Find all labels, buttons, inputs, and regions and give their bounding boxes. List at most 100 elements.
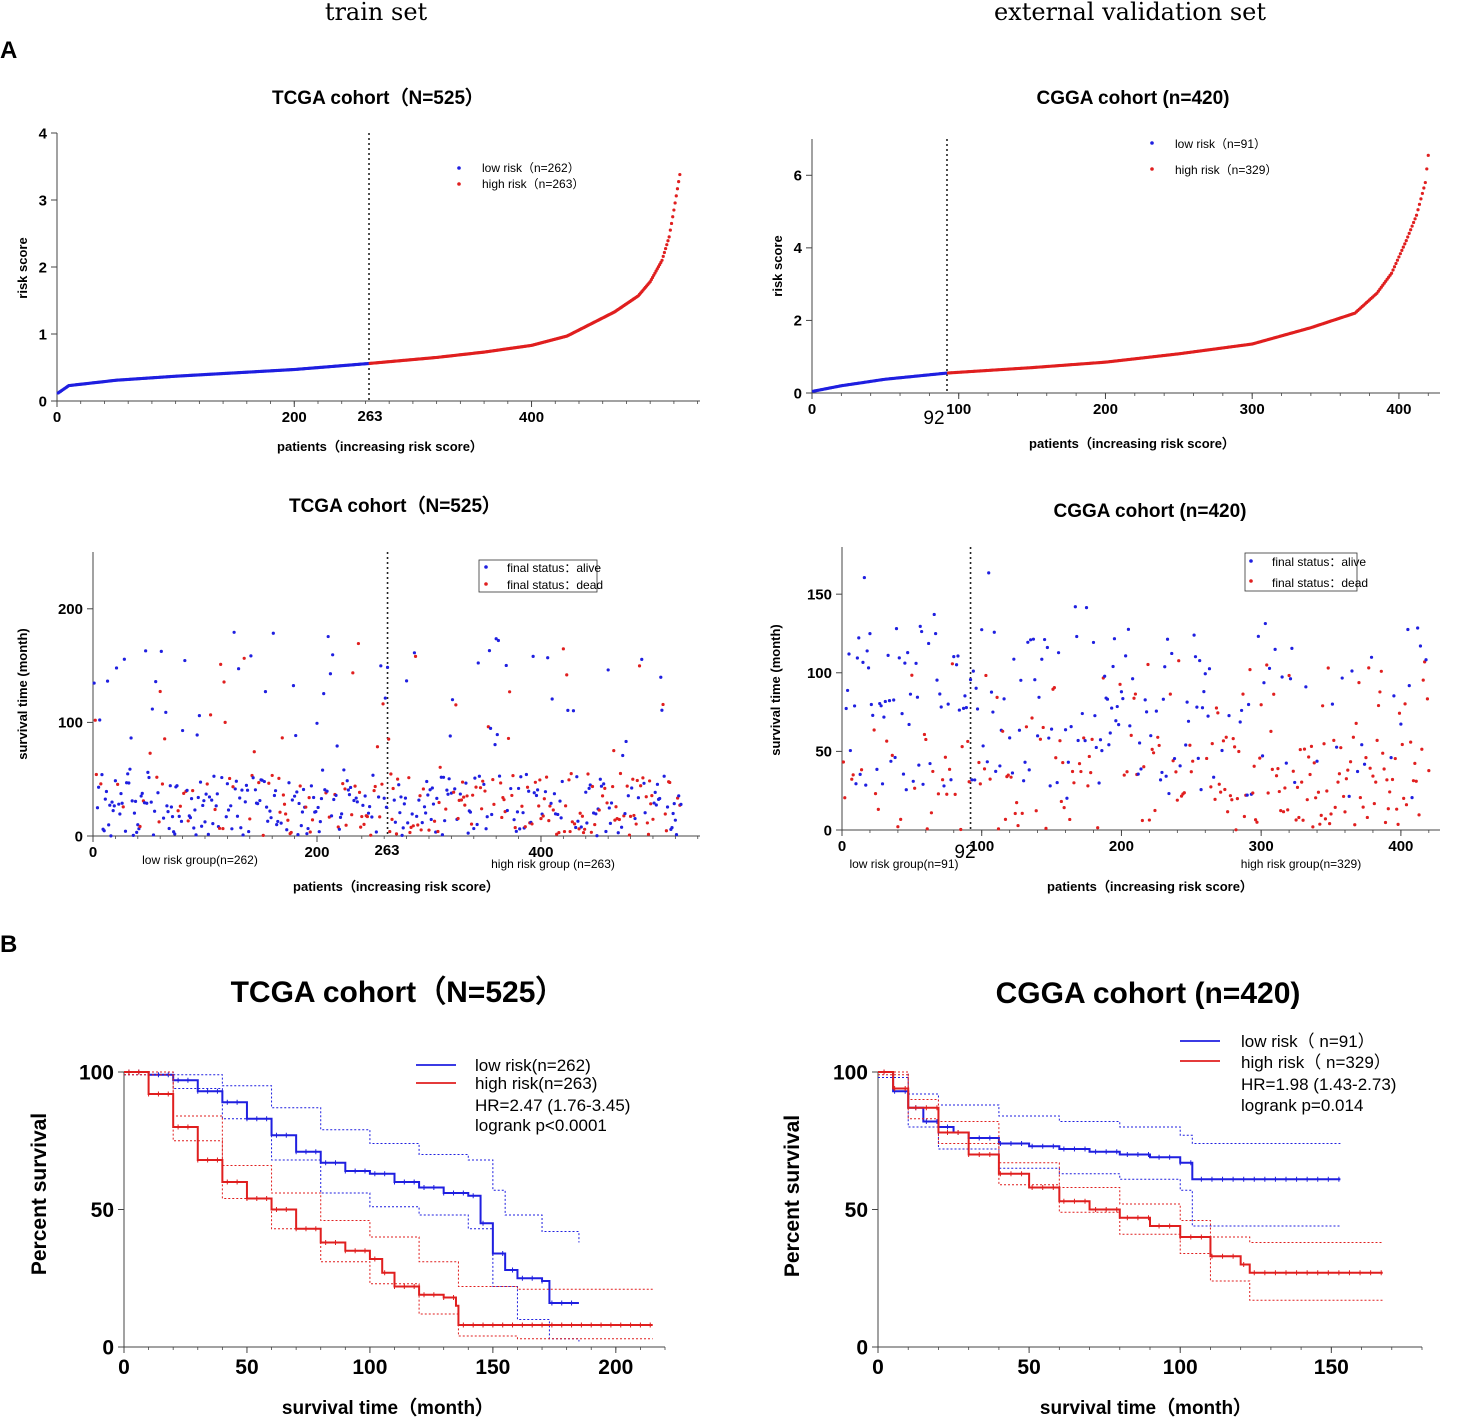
alive-point: [240, 788, 244, 792]
alive-point: [122, 657, 126, 661]
x-tick-label: 200: [598, 1356, 633, 1379]
y-tick-label: 200: [58, 601, 83, 618]
alive-point: [179, 819, 184, 823]
dead-point: [632, 813, 636, 818]
dead-point: [1326, 666, 1330, 670]
alive-point: [1149, 734, 1153, 738]
alive-point: [509, 786, 513, 791]
alive-point: [185, 788, 189, 792]
alive-point: [296, 833, 300, 837]
alive-point: [175, 784, 179, 788]
alive-point: [241, 833, 245, 837]
x-axis-label: patients（increasing risk score）: [277, 439, 483, 454]
alive-point: [340, 812, 344, 816]
dead-point: [121, 805, 125, 809]
dead-point: [1217, 782, 1221, 786]
dead-point: [618, 771, 623, 776]
dead-point: [286, 818, 290, 822]
alive-point: [294, 733, 298, 738]
y-tick-label: 0: [75, 828, 83, 845]
tcga-kaplan-meier-chart: TCGA cohort（N=525） survival time（month） …: [28, 975, 666, 1418]
dead-point: [538, 778, 542, 782]
high-risk-point: [677, 180, 681, 184]
alive-point: [202, 799, 206, 803]
alive-point: [607, 806, 611, 810]
x-tick-label: 0: [872, 1356, 884, 1379]
dead-point: [1147, 818, 1151, 822]
high-risk-point: [1401, 245, 1405, 249]
y-tick-label: 0: [824, 822, 832, 839]
y-tick-label: 50: [815, 744, 832, 761]
alive-point: [399, 795, 403, 799]
alive-point: [439, 775, 443, 779]
alive-point: [224, 815, 228, 819]
legend-label-high: high risk（n=329）: [1175, 163, 1277, 177]
alive-point: [552, 792, 557, 796]
dead-point: [1311, 825, 1315, 829]
alive-point: [329, 814, 334, 818]
alive-point: [100, 773, 104, 777]
dead-point: [1259, 703, 1263, 707]
alive-point: [679, 802, 683, 806]
alive-point: [1239, 708, 1244, 713]
alive-point: [1196, 756, 1200, 760]
dead-point: [282, 802, 287, 806]
dead-point: [589, 830, 593, 834]
x-axis-label: patients（increasing risk score）: [1029, 436, 1235, 451]
alive-point: [379, 664, 383, 668]
dead-point: [1062, 806, 1066, 810]
alive-point: [326, 634, 330, 639]
alive-point: [1206, 714, 1210, 718]
dead-point: [1188, 743, 1192, 747]
alive-point: [108, 803, 112, 807]
alive-point: [292, 794, 297, 798]
alive-point: [1207, 667, 1212, 671]
survival-curve: [124, 1071, 653, 1326]
alive-point: [858, 772, 862, 776]
dead-point: [850, 777, 854, 781]
dead-point: [565, 673, 569, 677]
legend-marker-dead: [484, 582, 488, 586]
dead-point: [1255, 820, 1259, 824]
dead-point: [648, 779, 652, 783]
cutoff-tick-label: 92: [954, 842, 975, 863]
dead-point: [411, 824, 415, 828]
alive-point: [446, 792, 450, 796]
alive-point: [183, 658, 187, 663]
alive-point: [425, 779, 429, 784]
alive-point: [300, 810, 305, 814]
dead-point: [562, 829, 567, 834]
upper-ci-line: [124, 1071, 580, 1243]
cgga-risk-score-chart: CGGA cohort (n=420) patients（increasing …: [770, 88, 1440, 451]
alive-point: [472, 826, 476, 831]
dead-point: [1294, 818, 1298, 822]
alive-point: [331, 653, 335, 657]
dead-point: [94, 772, 98, 777]
dead-point: [567, 778, 571, 782]
dead-point: [277, 776, 281, 781]
dead-point: [959, 827, 963, 832]
dead-point: [1316, 790, 1321, 794]
alive-point: [1263, 621, 1267, 626]
alive-point: [956, 654, 960, 658]
x-tick-label: 0: [808, 401, 816, 418]
dead-point: [1297, 815, 1301, 820]
alive-point: [514, 829, 518, 833]
alive-point: [102, 829, 106, 833]
dead-point: [1420, 747, 1424, 751]
alive-point: [1163, 665, 1167, 669]
panel-label-b: B: [0, 931, 17, 958]
alive-point: [844, 706, 848, 711]
dead-point: [419, 828, 423, 832]
dead-point: [525, 785, 530, 789]
dead-point: [219, 662, 223, 667]
dead-point: [409, 825, 413, 830]
dead-point: [381, 702, 385, 706]
alive-point: [602, 782, 606, 786]
dead-point: [511, 774, 515, 778]
dead-point: [1034, 809, 1038, 813]
alive-point: [654, 803, 658, 807]
dead-point: [537, 804, 541, 808]
alive-point: [633, 816, 637, 821]
alive-point: [1075, 634, 1079, 639]
